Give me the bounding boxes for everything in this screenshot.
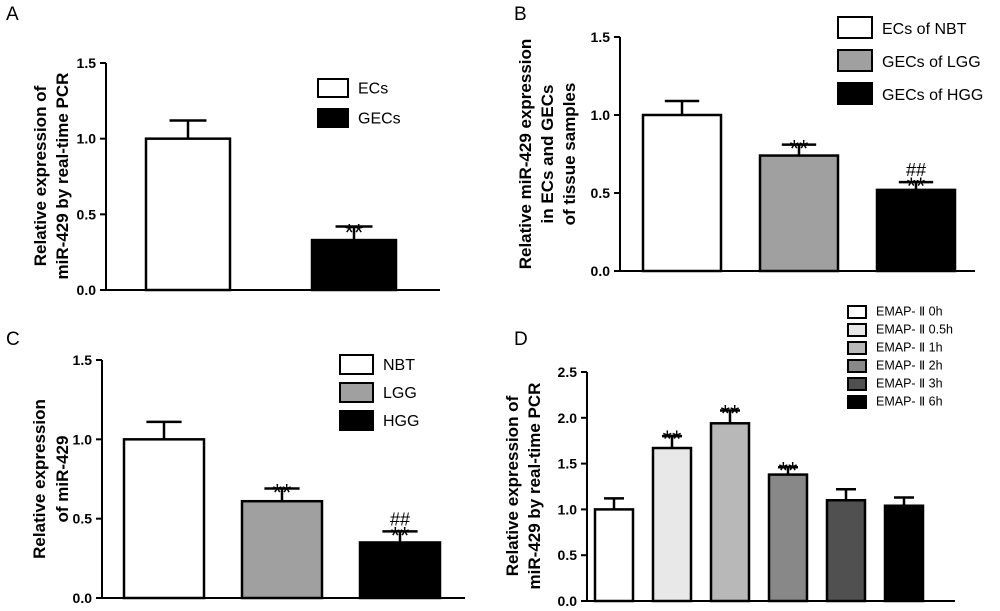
panel-letter: A [6,4,19,25]
bar [593,508,635,603]
legend-swatch [847,395,867,409]
panel-b: B 0.0 0.5 1.0 1.5 Relative miR-429 expression… [514,4,983,279]
legend-label: HGG [383,413,419,430]
legend-label: EMAP- Ⅱ 0h [876,305,943,319]
bar [758,154,840,273]
legend-label: ECs of NBT [882,21,967,38]
y-tick-label: 1.5 [591,29,611,45]
legend-label: ECs [358,80,388,97]
legend-swatch [837,82,873,105]
legend-swatch [837,16,873,39]
legend-swatch [837,49,873,72]
y-tick-label: 1.0 [558,501,578,517]
significance-label-hash: ## [390,509,410,529]
legend-label: GECs of HGG [882,87,983,104]
panel-letter: C [6,329,20,350]
y-tick-label: 1.0 [77,131,97,147]
bar [240,499,324,600]
y-tick-label: 1.0 [73,431,93,447]
y-axis-label: Relative expression of [31,85,50,266]
panel-letter: D [514,329,528,350]
legend-swatch [339,382,374,403]
significance-label: ** [345,219,364,246]
y-tick-label: 0.5 [558,547,578,563]
y-tick-label: 2.5 [558,364,578,380]
legend-label: EMAP- Ⅱ 6h [876,395,943,409]
y-axis-label: Relative expression [30,399,49,559]
y-tick-label: 1.5 [73,352,93,368]
legend-label: EMAP- Ⅱ 3h [876,377,943,391]
y-tick-label: 0.0 [591,263,611,279]
y-axis-label: Relative expression of [503,395,522,576]
legend-swatch [847,323,867,337]
legend-label: GECs [358,110,401,127]
legend-label: NBT [383,357,415,374]
significance-label: ** [663,426,682,453]
significance-label: ** [907,173,926,200]
y-axis-label: miR-429 by real-time PCR [53,73,72,280]
y-tick-label: 0.5 [73,511,93,527]
y-tick-label: 0.5 [77,206,97,222]
legend-swatch [317,108,349,128]
legend-label: EMAP- Ⅱ 0.5h [876,323,953,337]
bar [709,422,751,603]
y-axis-label: miR-429 by real-time PCR [525,383,544,590]
legend-label: EMAP- Ⅱ 2h [876,359,943,373]
bar [651,446,693,603]
y-tick-label: 1.0 [591,107,611,123]
legend-swatch [339,354,374,375]
panel-letter: B [514,4,527,25]
y-tick-label: 1.5 [77,55,97,71]
legend-label: GECs of LGG [882,54,981,71]
significance-label: ** [779,457,798,484]
bar [144,137,232,292]
legend-label: LGG [383,385,417,402]
y-tick-label: 0.5 [591,185,611,201]
bar [358,541,442,600]
significance-label: ** [721,400,740,427]
bar [875,188,957,273]
panel-d: D 0.0 0.5 1.0 1.5 2.0 2.5 Relative expression o… [503,305,955,609]
y-axis-label: of tissue samples [560,83,579,226]
bar [122,438,206,600]
bar [825,498,867,603]
y-tick-label: 2.0 [558,410,578,426]
bar [310,238,398,292]
panel-c: C 0.0 0.5 1.0 1.5 Relative expression of miR-4… [6,329,465,606]
legend-swatch [847,359,867,373]
legend-swatch [339,410,374,431]
significance-label-hash: ## [906,160,926,180]
legend-swatch [847,305,867,319]
y-tick-label: 0.0 [558,593,578,609]
legend-swatch [847,341,867,355]
significance-label: ** [273,480,292,507]
y-axis-label: in ECs and GECs [538,85,557,224]
significance-label: ** [391,522,410,549]
y-tick-label: 0.0 [73,590,93,606]
significance-label: ** [790,136,809,163]
y-axis-label: of miR-429 [53,436,72,523]
legend-swatch [847,377,867,391]
legend-label: EMAP- Ⅱ 1h [876,341,943,355]
y-tick-label: 0.0 [77,282,97,298]
y-axis-label: Relative miR-429 expression [516,39,535,270]
legend-swatch [317,78,349,98]
bar [641,113,723,273]
bar [883,504,925,603]
bar [767,473,809,603]
panel-a: A 0.0 0.5 1.0 1.5 Relative expression of miR-4… [6,4,440,298]
y-tick-label: 1.5 [558,456,578,472]
